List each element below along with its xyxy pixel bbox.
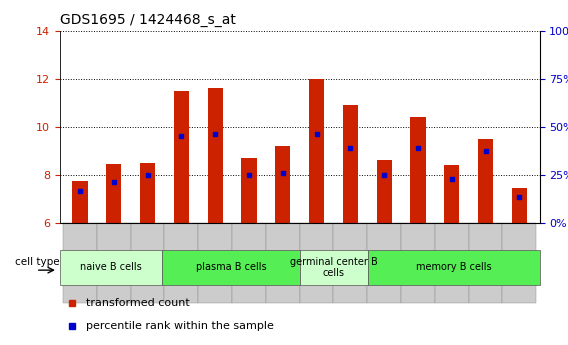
Bar — [333, 223, 367, 303]
Bar — [478, 139, 493, 223]
Bar — [401, 223, 435, 303]
Text: percentile rank within the sample: percentile rank within the sample — [86, 321, 274, 331]
Bar — [266, 223, 300, 303]
Bar — [275, 146, 290, 223]
Bar — [232, 223, 266, 303]
Bar — [444, 165, 460, 223]
Bar — [367, 223, 401, 303]
Bar — [164, 223, 198, 303]
Bar — [469, 223, 503, 303]
Bar — [97, 223, 131, 303]
Text: plasma B cells: plasma B cells — [196, 263, 266, 272]
Bar — [174, 91, 189, 223]
Bar — [207, 89, 223, 223]
Bar — [241, 158, 257, 223]
Bar — [60, 250, 162, 285]
Bar — [131, 223, 164, 303]
Bar — [63, 223, 97, 303]
Bar — [300, 223, 333, 303]
Bar — [512, 188, 527, 223]
Text: germinal center B
cells: germinal center B cells — [290, 257, 378, 278]
Bar — [435, 223, 469, 303]
Text: GDS1695 / 1424468_s_at: GDS1695 / 1424468_s_at — [60, 13, 236, 27]
Bar — [106, 164, 122, 223]
Bar — [198, 223, 232, 303]
Bar — [343, 105, 358, 223]
Text: memory B cells: memory B cells — [416, 263, 492, 272]
Bar — [309, 79, 324, 223]
Bar — [410, 117, 425, 223]
Bar — [377, 160, 392, 223]
Bar — [140, 163, 155, 223]
Bar — [503, 223, 536, 303]
Text: naive B cells: naive B cells — [80, 263, 142, 272]
Bar — [368, 250, 540, 285]
Bar — [300, 250, 368, 285]
Text: transformed count: transformed count — [86, 298, 190, 308]
Text: cell type: cell type — [15, 257, 60, 267]
Bar — [72, 181, 87, 223]
Bar — [162, 250, 300, 285]
